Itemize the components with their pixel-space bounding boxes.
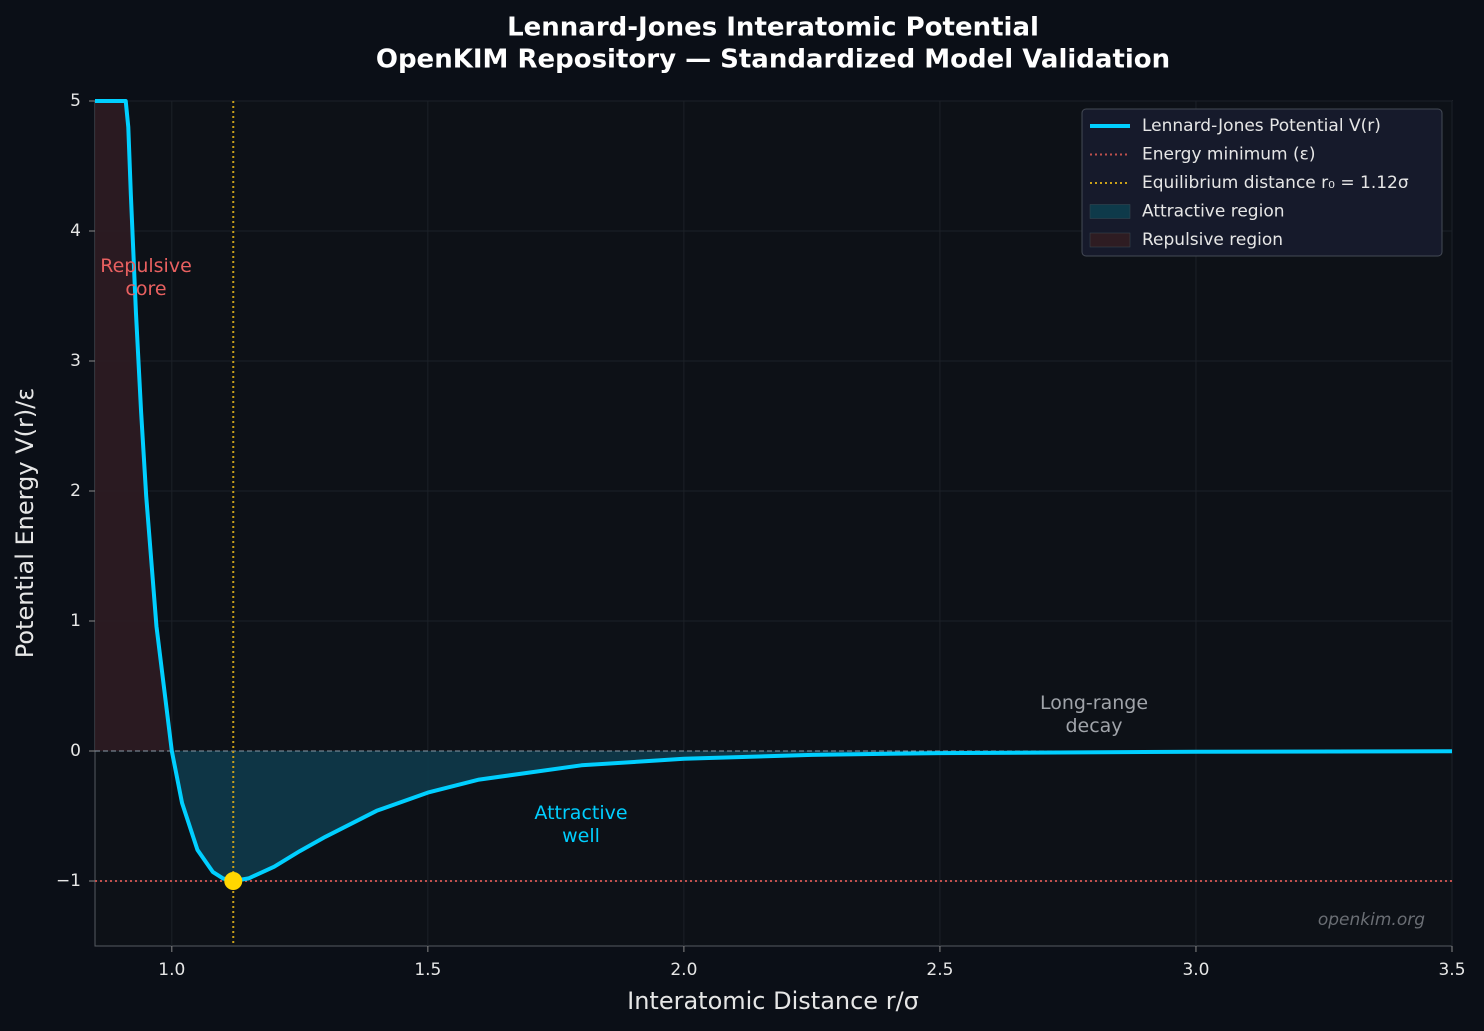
y-axis-label: Potential Energy V(r)/ε [11,388,39,659]
annotation-line: decay [1065,715,1122,737]
legend-box [1081,108,1443,257]
annotation-line: Repulsive [100,255,192,277]
x-tick-label: 2.5 [926,960,953,980]
legend-label: Equilibrium distance r₀ = 1.12σ [1142,173,1409,193]
x-tick-label: 3.5 [1438,960,1465,980]
chart-title: Lennard-Jones Interatomic Potential [507,13,1039,43]
x-tick-label: 1.0 [158,960,185,980]
chart-subtitle: OpenKIM Repository — Standardized Model … [376,45,1170,75]
annotation-line: Attractive [534,802,627,824]
y-tick-label: 1 [70,611,81,631]
annotation: Repulsive core [100,255,192,300]
annotation: Attractive well [534,802,627,847]
annotation-line: well [562,825,600,847]
legend-swatch [1089,232,1131,248]
y-tick-label: 0 [70,741,81,761]
legend-label: Repulsive region [1142,230,1283,250]
y-tick-label: −1 [56,871,81,891]
annotation-line: Long-range [1040,692,1148,714]
minimum-point [224,872,243,890]
y-tick-label: 4 [70,221,81,241]
watermark: openkim.org [1318,910,1425,930]
y-tick-label: 2 [70,481,81,501]
annotation-line: core [125,278,166,300]
x-axis-label: Interatomic Distance r/σ [627,987,919,1015]
legend-label: Energy minimum (ε) [1142,145,1315,165]
y-tick-label: 3 [70,351,81,371]
region-fill [171,751,1453,881]
x-tick-label: 3.0 [1182,960,1209,980]
legend-label: Lennard-Jones Potential V(r) [1142,116,1381,136]
y-tick-label: 5 [70,91,81,111]
x-tick-label: 1.5 [414,960,441,980]
legend-label: Attractive region [1142,202,1285,222]
annotation: Long-range decay [1040,692,1148,737]
x-tick-label: 2.0 [670,960,697,980]
legend-swatch [1089,204,1131,219]
